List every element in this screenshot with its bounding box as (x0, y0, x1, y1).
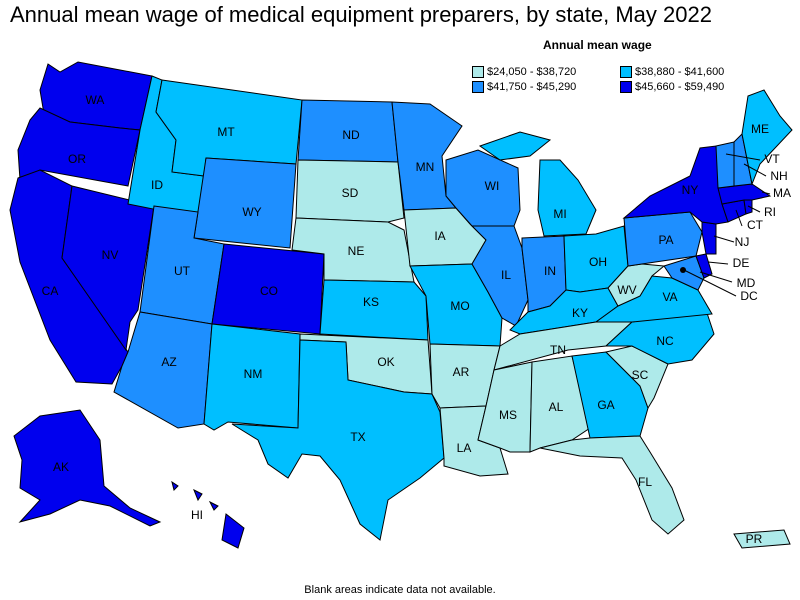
label-wa: WA (86, 93, 105, 107)
label-hi: HI (191, 508, 203, 522)
label-nj: NJ (735, 235, 750, 249)
label-ms: MS (499, 408, 517, 422)
label-co: CO (260, 284, 278, 298)
label-sd: SD (342, 186, 359, 200)
label-mt: MT (217, 125, 235, 139)
legend-item-bin-2: $38,880 - $41,600 (620, 66, 724, 78)
label-az: AZ (161, 355, 176, 369)
label-nc: NC (656, 334, 674, 348)
label-oh: OH (589, 255, 607, 269)
state-vt[interactable] (715, 141, 735, 189)
label-de: DE (733, 256, 750, 270)
label-nv: NV (102, 248, 119, 262)
label-wv: WV (617, 283, 636, 297)
legend-item-bin-4: $45,660 - $59,490 (620, 81, 724, 93)
label-la: LA (457, 441, 472, 455)
label-ga: GA (597, 398, 614, 412)
label-vt: VT (764, 152, 780, 166)
state-mi[interactable] (478, 131, 597, 237)
label-al: AL (549, 400, 564, 414)
state-pr[interactable] (733, 529, 791, 549)
label-nh: NH (770, 169, 787, 183)
label-md: MD (737, 276, 756, 290)
legend-swatch (472, 66, 484, 78)
label-wy: WY (242, 205, 261, 219)
state-il[interactable] (470, 225, 529, 327)
label-fl: FL (638, 475, 652, 489)
legend-swatch (620, 66, 632, 78)
legend-item-bin-3: $41,750 - $45,290 (472, 81, 576, 93)
label-in: IN (544, 264, 556, 278)
label-ca: CA (42, 284, 59, 298)
label-ia: IA (434, 229, 445, 243)
label-ak: AK (53, 460, 69, 474)
label-ks: KS (363, 295, 379, 309)
label-dc: DC (740, 289, 758, 303)
label-nm: NM (244, 367, 263, 381)
label-pa: PA (658, 233, 673, 247)
state-tx[interactable] (231, 339, 445, 541)
label-leader-lines (683, 153, 771, 297)
state-or[interactable] (17, 107, 141, 187)
state-sd[interactable] (295, 159, 405, 223)
label-wi: WI (485, 179, 500, 193)
label-va: VA (662, 290, 677, 304)
state-nj[interactable] (701, 221, 717, 255)
label-il: IL (501, 268, 511, 282)
legend-swatch (620, 81, 632, 93)
label-ut: UT (174, 264, 191, 278)
state-fl[interactable] (539, 435, 685, 535)
label-ct: CT (747, 218, 764, 232)
label-ma: MA (773, 186, 791, 200)
label-or: OR (68, 152, 86, 166)
label-me: ME (751, 122, 769, 136)
label-ne: NE (348, 244, 365, 258)
legend-item-bin-1: $24,050 - $38,720 (472, 66, 576, 78)
state-ks[interactable] (319, 279, 429, 341)
label-ok: OK (377, 355, 394, 369)
label-mi: MI (553, 207, 566, 221)
state-ak[interactable] (13, 409, 162, 527)
label-ar: AR (453, 365, 470, 379)
label-ny: NY (682, 183, 699, 197)
state-labels: WA OR CA NV ID MT WY UT CO AZ NM ND SD N… (42, 93, 791, 546)
label-mo: MO (450, 299, 469, 313)
label-tn: TN (550, 343, 566, 357)
label-sc: SC (632, 368, 649, 382)
map-title: Annual mean wage of medical equipment pr… (10, 2, 712, 27)
legend-title: Annual mean wage (543, 38, 652, 52)
state-hi[interactable] (171, 480, 245, 549)
label-id: ID (151, 178, 163, 192)
legend-label: $45,660 - $59,490 (635, 81, 725, 93)
legend-label: $41,750 - $45,290 (487, 81, 577, 93)
state-md[interactable] (663, 255, 705, 291)
state-me[interactable] (741, 89, 793, 186)
state-ca[interactable] (9, 169, 129, 385)
footnote: Blank areas indicate data not available. (304, 584, 496, 596)
legend-label: $24,050 - $38,720 (487, 66, 577, 78)
label-ri: RI (764, 205, 776, 219)
label-ky: KY (572, 306, 588, 320)
legend-swatch (472, 81, 484, 93)
state-ny[interactable] (622, 145, 729, 225)
state-de[interactable] (695, 253, 713, 279)
legend-label: $38,880 - $41,600 (635, 66, 725, 78)
dc-marker (680, 267, 686, 273)
state-wy[interactable] (193, 157, 297, 249)
label-nd: ND (342, 128, 360, 142)
label-tx: TX (350, 430, 365, 444)
label-mn: MN (416, 160, 435, 174)
label-pr: PR (746, 532, 763, 546)
